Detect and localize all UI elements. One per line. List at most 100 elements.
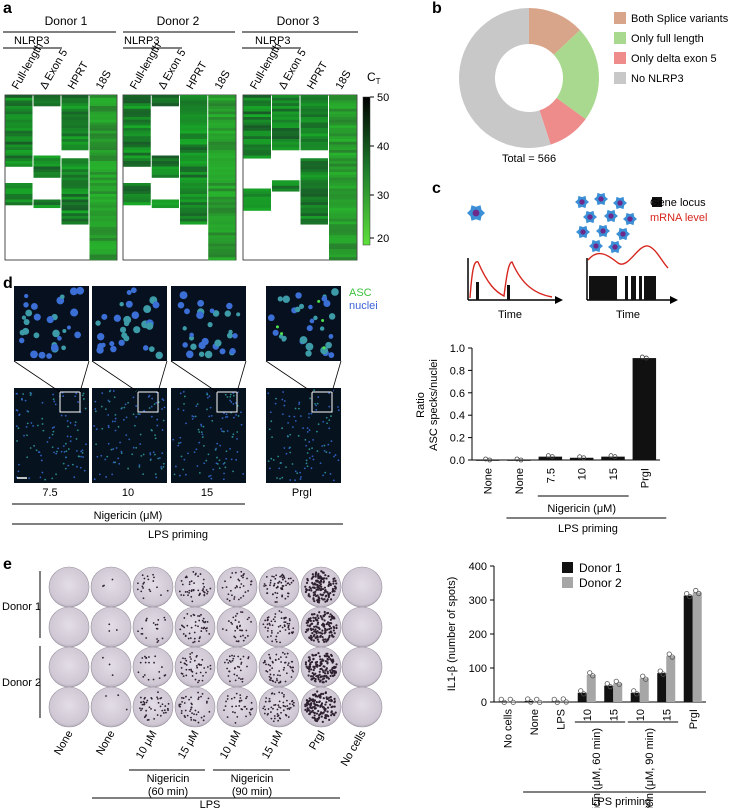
heatmap-cell xyxy=(180,144,208,148)
nucleus-dot-small xyxy=(323,444,326,447)
e-point xyxy=(613,678,619,684)
well-3-1 xyxy=(90,686,132,728)
spot xyxy=(200,630,203,632)
heatmap-cell xyxy=(329,180,357,184)
heatmap-cell xyxy=(272,106,300,110)
spot xyxy=(204,671,207,674)
heatmap-cell xyxy=(5,133,33,137)
nucleus-dot xyxy=(23,302,29,308)
spot xyxy=(117,694,120,697)
c-nig-label: Nigericin (μM) xyxy=(547,503,616,515)
heatmap-cell xyxy=(123,139,151,143)
spot xyxy=(317,676,320,679)
nucleus-dot xyxy=(69,287,78,296)
nucleus-dot-small xyxy=(149,453,152,456)
e-legend-label-1: Donor 2 xyxy=(579,576,622,590)
heatmap-cell xyxy=(5,125,33,129)
c-ytick-label: 1.0 xyxy=(450,343,465,355)
nucleus-dot-small xyxy=(281,476,284,479)
heatmap-cell xyxy=(300,216,328,220)
spot xyxy=(323,665,326,668)
nucleus-dot-small xyxy=(75,438,78,440)
heatmap-cell xyxy=(89,166,117,170)
spot xyxy=(275,635,278,638)
spot xyxy=(306,624,309,627)
spot xyxy=(145,709,148,712)
spot xyxy=(263,585,266,587)
spot xyxy=(323,709,327,712)
nucleus-dot-small xyxy=(93,478,96,481)
nucleus-dot xyxy=(131,311,140,320)
spot xyxy=(308,588,311,592)
spot xyxy=(333,590,336,593)
nucleus-dot-small xyxy=(270,420,273,423)
spot xyxy=(273,704,275,707)
nucleus-dot-small xyxy=(222,462,225,465)
spot xyxy=(313,633,316,636)
spot xyxy=(279,641,281,644)
nucleus-dot-small xyxy=(328,451,331,454)
e-point xyxy=(666,651,672,657)
spot xyxy=(279,674,281,677)
spot xyxy=(310,702,313,705)
nucleus-dot-small xyxy=(153,453,156,456)
col-header-0-3: 18S xyxy=(94,69,114,92)
spot xyxy=(201,619,204,622)
spot xyxy=(209,667,212,670)
heatmap-cell xyxy=(61,199,89,203)
lps-label-e: LPS xyxy=(200,799,221,808)
spot xyxy=(308,595,311,598)
heatmap-cell xyxy=(5,100,33,104)
e-bar-1-3 xyxy=(586,674,596,702)
nucleus-dot-small xyxy=(314,402,317,405)
e-point xyxy=(537,699,543,705)
heatmap-cell xyxy=(33,155,61,159)
spot xyxy=(279,575,282,578)
spot xyxy=(194,621,197,623)
heatmap-cell xyxy=(89,136,117,140)
heatmap-cell xyxy=(123,108,151,112)
spot xyxy=(313,612,316,616)
nucleus-dot-small xyxy=(65,456,68,459)
panel-d-labels: 7.5 10 15 PrgI Nigericin (μM) LPS primin… xyxy=(12,487,343,541)
nucleus-dot-small xyxy=(53,451,55,454)
nucleus-dot-small xyxy=(52,393,54,396)
spot xyxy=(273,715,276,717)
heatmap-cell xyxy=(33,95,61,99)
spot xyxy=(314,573,317,576)
nig90-label-1: Nigericin xyxy=(231,773,274,785)
heatmap-cell xyxy=(89,224,117,228)
spot xyxy=(322,670,325,674)
donor-2-label: Donor 2 xyxy=(157,14,200,28)
spot xyxy=(269,624,271,626)
nucleus-dot xyxy=(177,301,185,309)
nucleus-dot-small xyxy=(143,409,146,412)
spot xyxy=(233,696,236,699)
spot xyxy=(332,629,335,632)
spot xyxy=(291,660,294,663)
heatmap-cell xyxy=(5,130,33,134)
nucleus-dot-small xyxy=(137,413,140,415)
donut-slice-2 xyxy=(539,97,586,145)
heatmap-cell xyxy=(89,122,117,126)
nucleus-dot-small xyxy=(326,422,328,425)
spot xyxy=(323,577,326,580)
spot xyxy=(269,678,271,681)
nucleus-dot-small xyxy=(224,416,227,419)
heatmap-cell xyxy=(123,133,151,137)
heatmap-cell xyxy=(300,130,328,134)
nucleus-dot-small xyxy=(149,459,152,461)
heatmap-cell xyxy=(5,128,33,132)
heatmap-cell xyxy=(208,254,236,258)
spot xyxy=(195,713,198,716)
spot xyxy=(141,633,144,635)
spot xyxy=(286,622,289,625)
heatmap-cell xyxy=(329,216,357,220)
spot xyxy=(320,704,323,707)
heatmap-cell xyxy=(5,155,33,159)
spot xyxy=(309,662,312,666)
nucleus-dot-small xyxy=(328,405,331,408)
nucleus-dot-small xyxy=(40,454,42,457)
spot xyxy=(276,585,279,588)
heatmap-cell xyxy=(329,144,357,148)
